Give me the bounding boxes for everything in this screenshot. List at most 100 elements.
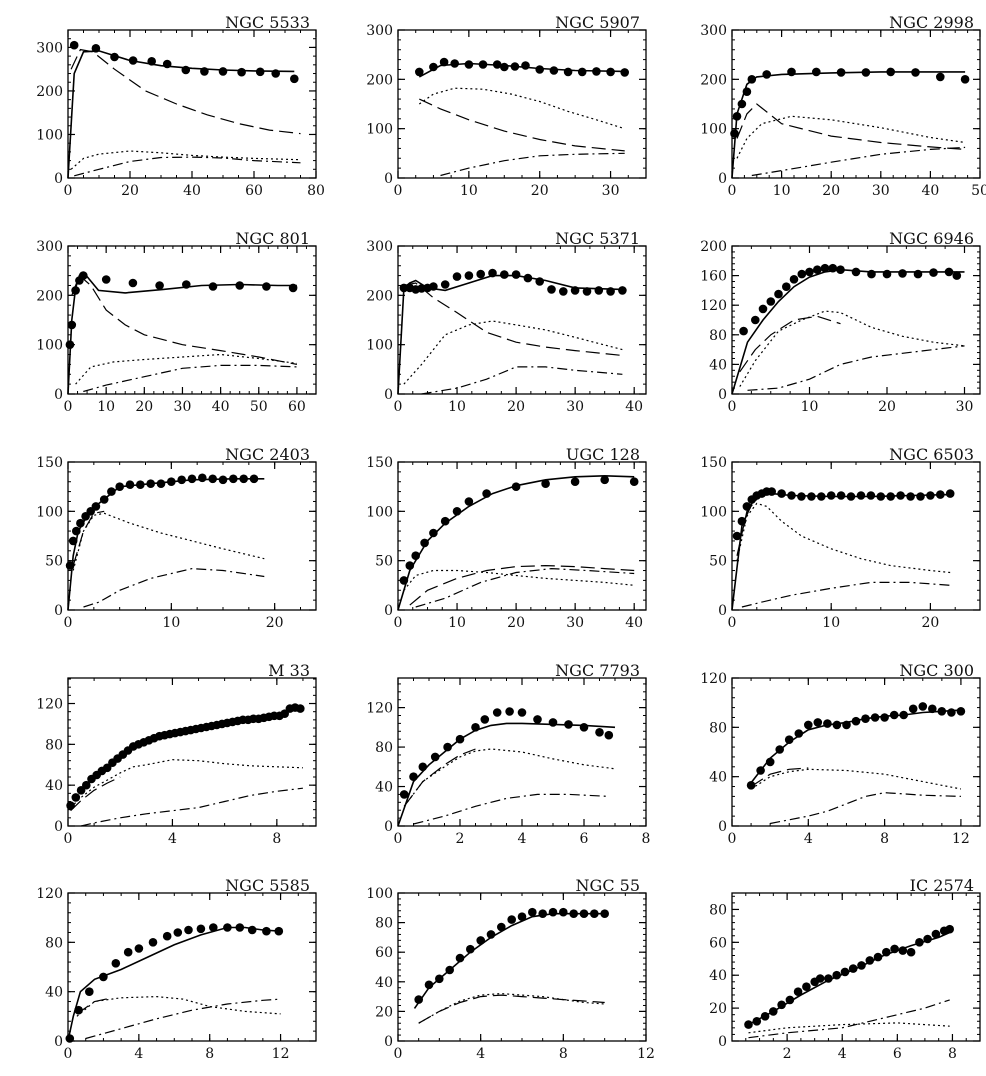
panel-5: 0 10 20 30 40 0 100 200 300 NGC 5371	[366, 229, 647, 415]
y-tick-label: 50	[45, 554, 63, 570]
data-point	[523, 273, 533, 283]
curve-dot	[418, 992, 605, 1024]
x-tick-label: 30	[956, 399, 974, 415]
data-point	[549, 66, 559, 75]
x-tick-label: 20	[135, 399, 153, 415]
data-point	[836, 265, 845, 275]
data-point	[732, 112, 742, 121]
x-tick-label: 20	[507, 615, 525, 631]
x-tick-label: 2	[783, 1046, 792, 1062]
panel-title: NGC 5585	[225, 876, 310, 895]
data-point	[767, 487, 776, 496]
data-point	[856, 491, 866, 500]
y-tick-label: 40	[45, 778, 63, 794]
curve-solid	[731, 71, 966, 179]
y-tick-label: 50	[709, 554, 727, 570]
data-point	[559, 907, 568, 917]
data-point	[541, 479, 550, 489]
data-point	[889, 710, 899, 720]
data-point	[866, 491, 876, 500]
x-tick-label: 8	[205, 1046, 214, 1062]
data-point	[760, 1012, 770, 1021]
data-point	[521, 61, 530, 70]
data-point	[85, 987, 94, 996]
curve-long-dash	[750, 767, 809, 788]
data-point	[128, 278, 138, 288]
data-point	[747, 75, 757, 84]
curve-dot	[72, 512, 265, 571]
curve-dash-dot	[741, 581, 951, 608]
data-point	[69, 40, 79, 50]
data-point	[915, 938, 924, 947]
data-point	[842, 720, 851, 730]
data-point	[65, 340, 75, 350]
y-tick-label: 80	[375, 916, 393, 932]
x-tick-label: 20	[921, 615, 939, 631]
data-point	[606, 287, 615, 296]
data-point	[111, 959, 121, 968]
data-point	[890, 944, 899, 954]
curve-dash-dot	[80, 787, 303, 827]
data-point	[947, 708, 956, 717]
data-point	[162, 931, 172, 941]
panel-title: NGC 5371	[555, 229, 640, 248]
curve-long-dash	[736, 499, 758, 556]
curve-dash-dot	[748, 999, 950, 1039]
data-point	[156, 479, 166, 489]
curve-dash-dot	[85, 998, 281, 1040]
data-point	[594, 286, 604, 295]
curve-dash-dot	[751, 146, 966, 177]
curve-dash-dot	[413, 793, 609, 825]
data-point	[517, 708, 527, 717]
curve-dash-dot	[83, 567, 265, 608]
panel-4: 0 10 20 30 40 50 60 0 100 200 300 NGC 801	[36, 229, 317, 415]
data-point	[492, 60, 502, 69]
data-point	[471, 723, 480, 732]
data-point	[399, 283, 409, 293]
data-point	[929, 268, 938, 277]
x-tick-label: 20	[507, 399, 525, 415]
curve-long-dash	[70, 776, 121, 812]
y-tick-label: 120	[366, 701, 393, 717]
data-point	[65, 1034, 75, 1043]
data-point	[528, 907, 537, 917]
data-point	[146, 479, 155, 489]
y-tick-label: 100	[36, 504, 63, 520]
x-tick-label: 0	[728, 615, 737, 631]
data-point	[290, 74, 299, 84]
data-point	[223, 923, 232, 932]
data-point	[464, 60, 474, 69]
y-tick-label: 300	[36, 239, 63, 255]
data-point	[804, 720, 813, 730]
data-point	[762, 70, 771, 79]
panel-title: UGC 128	[566, 445, 640, 464]
data-point	[793, 987, 803, 996]
data-point	[739, 326, 748, 336]
data-point	[807, 492, 816, 501]
panel-title: NGC 5533	[225, 13, 310, 32]
panel-title: NGC 7793	[555, 661, 640, 680]
x-tick-label: 10	[97, 399, 115, 415]
data-point	[752, 1017, 762, 1026]
data-point	[440, 280, 450, 289]
x-tick-label: 0	[64, 1046, 73, 1062]
data-point	[826, 491, 836, 500]
panel-14: 0 4 8 12 0 20 40 60 80 100 NGC 55	[366, 876, 655, 1062]
data-point	[405, 561, 415, 570]
data-point	[173, 928, 183, 937]
data-point	[115, 482, 124, 492]
y-tick-label: 200	[700, 72, 727, 88]
data-point	[482, 489, 491, 498]
y-tick-label: 200	[366, 288, 393, 304]
plot-frame	[67, 892, 317, 1042]
data-point	[908, 704, 918, 714]
x-tick-label: 10	[448, 615, 466, 631]
data-point	[162, 59, 172, 69]
x-tick-label: 4	[476, 1046, 485, 1062]
data-point	[906, 947, 916, 957]
data-point	[200, 67, 209, 76]
panel-title: NGC 2403	[225, 445, 310, 464]
